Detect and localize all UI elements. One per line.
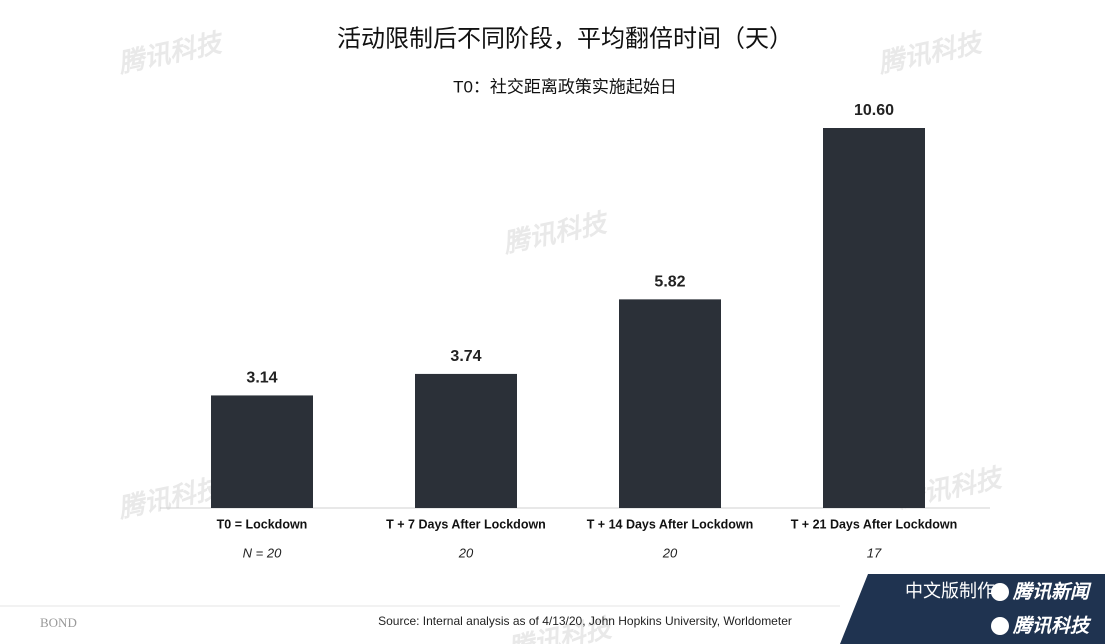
watermark: 腾讯科技 [115,27,228,79]
watermark: 腾讯科技 [875,27,988,79]
source: Source: Internal analysis as of 4/13/20,… [378,614,792,628]
watermark: 腾讯科技 [500,207,613,259]
value-label: 10.60 [854,102,894,119]
watermark: 腾讯科技 [115,472,228,524]
x-tick-label: T + 7 Days After Lockdown [386,517,546,531]
logo [991,617,1009,635]
chart-title: 活动限制后不同阶段，平均翻倍时间（天） [337,25,793,52]
brand: BOND [40,615,77,630]
logo [991,583,1009,601]
x-tick-label: T + 21 Days After Lockdown [791,517,958,531]
bar [619,299,721,508]
x-tick-label: T0 = Lockdown [217,517,308,531]
bar [823,128,925,508]
value-label: 3.14 [246,370,277,387]
chart-subtitle: T0：社交距离政策实施起始日 [453,77,677,96]
sample-size: 17 [867,545,882,560]
x-tick-label: T + 14 Days After Lockdown [587,517,754,531]
credit-banner [840,574,1105,644]
bar [415,373,517,508]
credit-name: 腾讯科技 [1012,615,1092,637]
sample-size: N = 20 [243,545,282,560]
sample-size: 20 [458,545,474,560]
value-label: 3.74 [450,348,481,365]
value-label: 5.82 [654,274,685,291]
credit-name: 腾讯新闻 [1012,581,1092,603]
bar [211,395,313,508]
sample-size: 20 [662,545,678,560]
credit: 中文版制作: [905,581,1000,601]
